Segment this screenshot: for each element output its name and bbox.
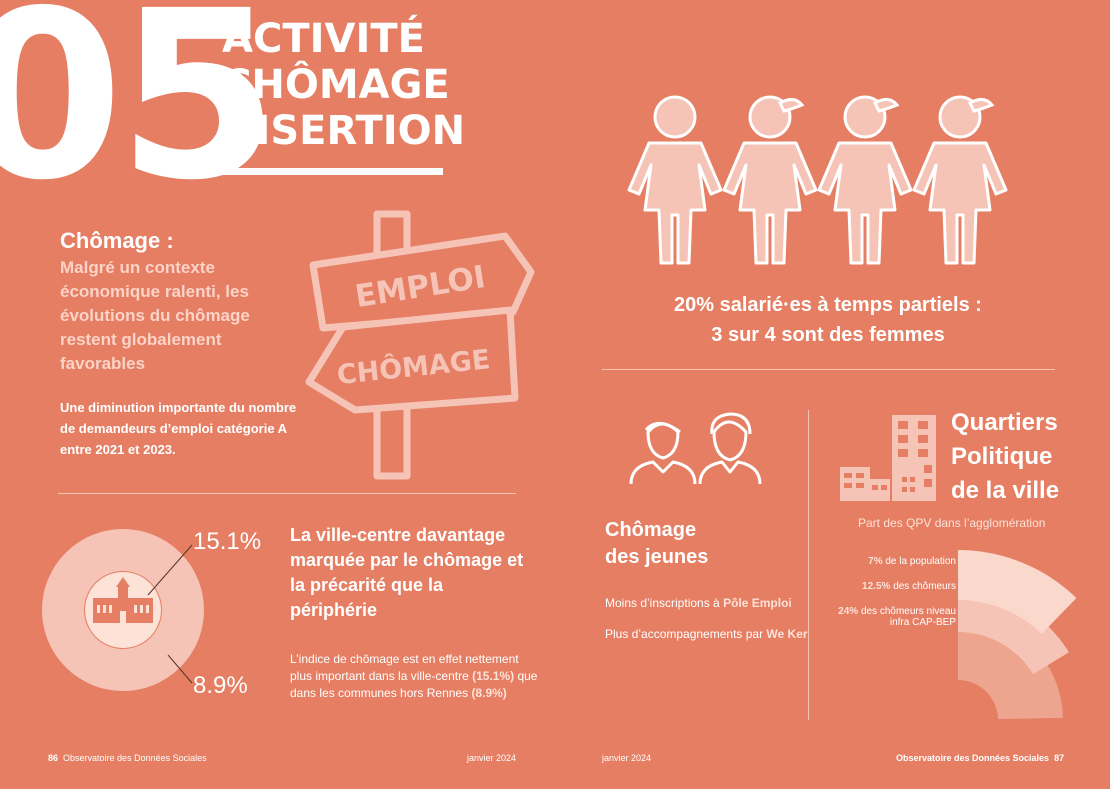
footer-right: Observatoire des Données Sociales 87	[896, 753, 1064, 763]
femmes-line: 20% salarié·es à temps partiels :	[674, 294, 982, 316]
qpv-arc-0	[958, 550, 1077, 634]
jeunes-line-1: Moins d’inscriptions à Pôle Emploi	[605, 596, 792, 610]
section-title: ACTIVITÉ CHÔMAGE INSERTION	[222, 16, 465, 154]
divider-right	[602, 369, 1055, 370]
ville-highlight: (15.1%)	[472, 669, 515, 683]
qpv-label-population: 7% de la population	[826, 556, 956, 567]
ville-text: que dans les communes hors Rennes	[290, 669, 538, 700]
qpv-pct: 7%	[868, 556, 883, 567]
page-number: 87	[1054, 753, 1065, 763]
page-number: 86	[48, 753, 59, 763]
footer-left: 86 Observatoire des Données Sociales	[48, 753, 207, 763]
jeunes-heading: Chômage des jeunes	[605, 517, 708, 571]
qpv-label-chomeurs: 12.5% des chômeurs	[826, 581, 956, 592]
qpv-label-text: des chômeurs	[893, 581, 956, 592]
ville-text: L’indice de chômage est en effet netteme…	[290, 652, 519, 683]
qpv-heading-line: de la ville	[951, 477, 1060, 504]
jeunes-highlight: We Ker	[766, 627, 808, 641]
signpost-icon: EMPLOI CHÔMAGE	[305, 210, 535, 480]
title-underline	[222, 168, 443, 175]
jeunes-highlight: Pôle Emploi	[723, 596, 792, 610]
qpv-pct: 24%	[838, 606, 859, 617]
ville-paragraph: L’indice de chômage est en effet netteme…	[290, 651, 540, 702]
footer-title: Observatoire des Données Sociales	[63, 753, 207, 763]
femmes-line: 3 sur 4 sont des femmes	[711, 324, 945, 346]
qpv-label-text: infra CAP-BEP	[889, 617, 956, 628]
chomage-description: Une diminution importante du nombre de d…	[60, 400, 297, 457]
qpv-arc-2	[958, 615, 1063, 720]
footer-title: Observatoire des Données Sociales	[896, 753, 1050, 763]
qpv-pct: 12.5%	[862, 581, 891, 592]
ville-highlight: (8.9%)	[471, 686, 507, 700]
qpv-heading-line: Quartiers	[951, 409, 1058, 436]
jeunes-line-2: Plus d’accompagnements par We Ker	[605, 627, 808, 641]
jeunes-text: Plus d’accompagnements par	[605, 627, 767, 641]
qpv-label-text: de la population	[885, 556, 956, 567]
jeunes-heading-line: Chômage	[605, 519, 697, 541]
young-people-icon	[629, 412, 762, 485]
section-number: 05	[0, 0, 279, 231]
title-line: INSERTION	[222, 108, 466, 154]
title-line: ACTIVITÉ	[222, 16, 425, 62]
footer-date-left: janvier 2024	[467, 753, 517, 763]
chomage-heading: Chômage :	[60, 228, 174, 253]
donut-chart	[42, 529, 204, 691]
people-icon	[627, 95, 1008, 265]
qpv-label-text: des chômeurs niveau	[860, 606, 956, 617]
title-line: CHÔMAGE	[222, 62, 450, 108]
qpv-arc-1	[958, 590, 1069, 675]
chomage-subtitle: Malgré un contexte économique ralenti, l…	[60, 258, 250, 373]
qpv-heading: Quartiers Politique de la ville	[951, 406, 1059, 508]
pct-ville-centre: 15.1%	[193, 528, 262, 555]
buildings-icon	[840, 415, 936, 501]
footer-date-right: janvier 2024	[602, 753, 652, 763]
qpv-subtitle: Part des QPV dans l’agglomération	[858, 516, 1046, 530]
qpv-label-infra: 24% des chômeurs niveau infra CAP-BEP	[826, 606, 956, 628]
qpv-heading-line: Politique	[951, 443, 1053, 470]
femmes-statement: 20% salarié·es à temps partiels : 3 sur …	[600, 290, 1056, 350]
jeunes-text: Moins d’inscriptions à	[605, 596, 724, 610]
ville-heading: La ville-centre davantage marquée par le…	[290, 525, 524, 620]
jeunes-heading-line: des jeunes	[605, 546, 709, 568]
vertical-divider	[808, 410, 809, 720]
pct-peripherie: 8.9%	[193, 672, 248, 699]
divider-left	[58, 493, 516, 494]
